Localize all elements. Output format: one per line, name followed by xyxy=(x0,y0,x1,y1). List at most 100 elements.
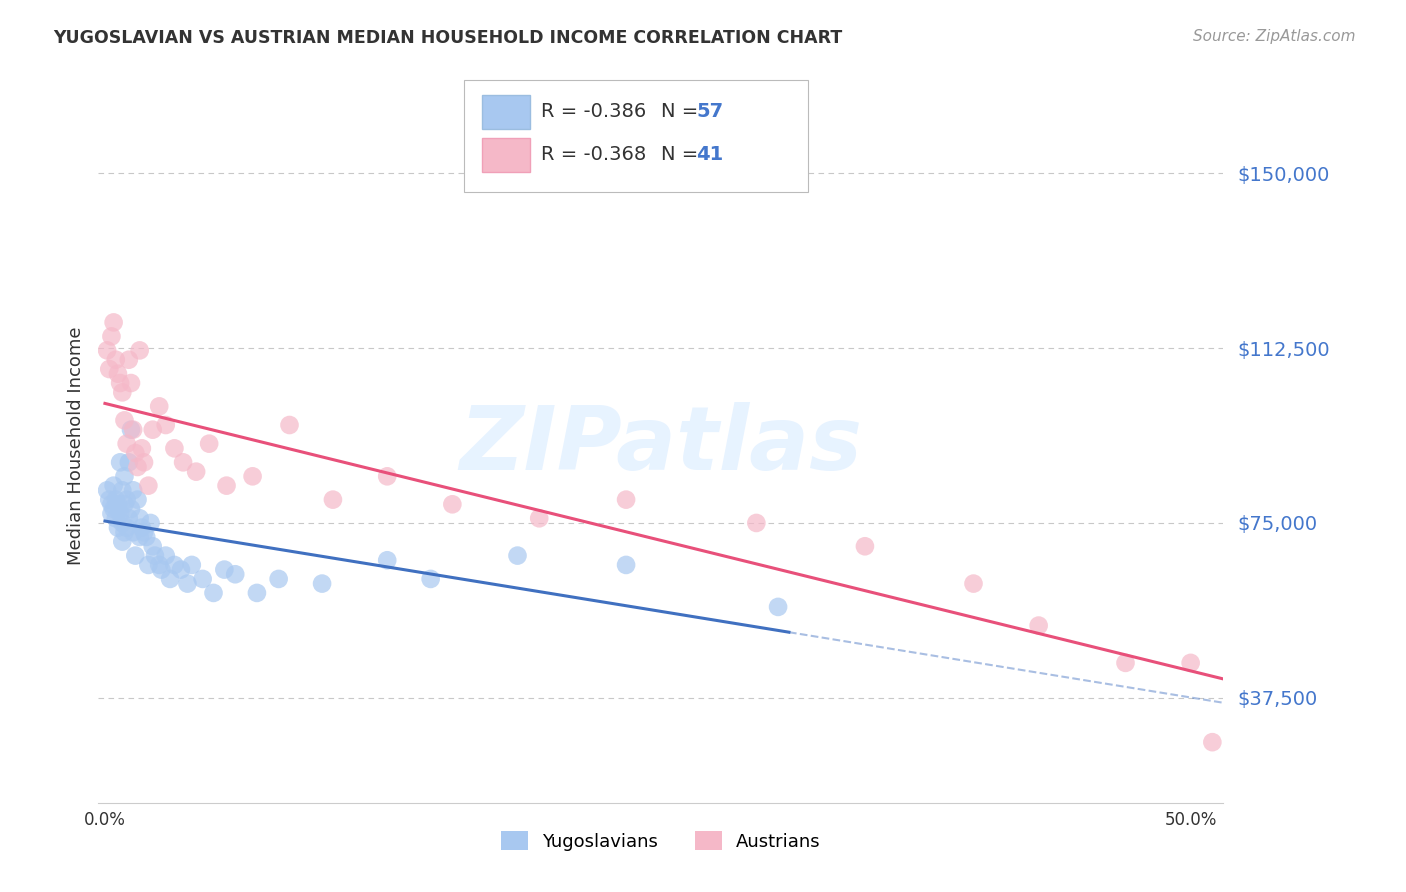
Point xyxy=(120,502,142,516)
Point xyxy=(120,376,142,390)
Point xyxy=(111,483,134,498)
Point xyxy=(139,516,162,530)
Point xyxy=(170,563,193,577)
Text: 41: 41 xyxy=(696,145,723,164)
Point xyxy=(419,572,441,586)
Point xyxy=(163,442,186,456)
Text: 57: 57 xyxy=(696,102,723,121)
Point xyxy=(103,502,125,516)
Point xyxy=(191,572,214,586)
Point xyxy=(103,315,125,329)
Point xyxy=(155,549,177,563)
Text: ZIPatlas: ZIPatlas xyxy=(460,402,862,490)
Point xyxy=(128,343,150,358)
Point xyxy=(614,492,637,507)
Point xyxy=(441,497,464,511)
Point xyxy=(96,343,118,358)
Point xyxy=(118,352,141,367)
Point xyxy=(1180,656,1202,670)
Point xyxy=(111,385,134,400)
Point xyxy=(375,469,398,483)
Point xyxy=(198,436,221,450)
Point xyxy=(529,511,551,525)
Point xyxy=(100,329,122,343)
Point xyxy=(122,525,145,540)
Point xyxy=(120,423,142,437)
Point xyxy=(114,469,136,483)
Point xyxy=(104,511,127,525)
Point xyxy=(131,521,153,535)
Point xyxy=(103,478,125,492)
Point xyxy=(745,516,768,530)
Text: N =: N = xyxy=(661,102,704,121)
Point xyxy=(114,413,136,427)
Point xyxy=(114,525,136,540)
Point xyxy=(311,576,333,591)
Point xyxy=(108,455,131,469)
Point xyxy=(115,492,138,507)
Point xyxy=(104,352,127,367)
Point xyxy=(128,530,150,544)
Point xyxy=(122,423,145,437)
Point xyxy=(142,539,165,553)
Point xyxy=(184,465,207,479)
Point xyxy=(148,558,170,572)
Point xyxy=(180,558,202,572)
Point xyxy=(246,586,269,600)
Point xyxy=(278,417,301,432)
Point xyxy=(104,492,127,507)
Point xyxy=(506,549,529,563)
Point xyxy=(1201,735,1223,749)
Point xyxy=(142,423,165,437)
Point xyxy=(98,492,121,507)
Point xyxy=(148,400,170,414)
Point xyxy=(143,549,166,563)
Point xyxy=(124,549,146,563)
Text: Source: ZipAtlas.com: Source: ZipAtlas.com xyxy=(1192,29,1355,44)
Point xyxy=(853,539,876,553)
Y-axis label: Median Household Income: Median Household Income xyxy=(66,326,84,566)
Text: N =: N = xyxy=(661,145,704,164)
Text: R = -0.368: R = -0.368 xyxy=(541,145,647,164)
Point xyxy=(100,507,122,521)
Point xyxy=(128,511,150,525)
Point xyxy=(322,492,344,507)
Point xyxy=(375,553,398,567)
Point xyxy=(614,558,637,572)
Point xyxy=(118,511,141,525)
Point xyxy=(124,446,146,460)
Point xyxy=(98,362,121,376)
Point xyxy=(242,469,264,483)
Point xyxy=(132,525,155,540)
Point xyxy=(111,516,134,530)
Point xyxy=(118,455,141,469)
Point xyxy=(138,478,160,492)
Point xyxy=(215,478,238,492)
Point xyxy=(267,572,290,586)
Point xyxy=(132,455,155,469)
Point xyxy=(1115,656,1137,670)
Point xyxy=(107,367,129,381)
Point xyxy=(127,492,149,507)
Point xyxy=(150,563,173,577)
Point xyxy=(224,567,246,582)
Point xyxy=(163,558,186,572)
Point xyxy=(766,599,789,614)
Point xyxy=(127,460,149,475)
Point xyxy=(115,521,138,535)
Point xyxy=(202,586,225,600)
Point xyxy=(135,530,157,544)
Point xyxy=(214,563,236,577)
Point xyxy=(115,436,138,450)
Point xyxy=(962,576,984,591)
Point xyxy=(111,534,134,549)
Point xyxy=(176,576,198,591)
Point xyxy=(107,497,129,511)
Point xyxy=(138,558,160,572)
Point xyxy=(159,572,181,586)
Point xyxy=(1028,618,1050,632)
Point xyxy=(114,497,136,511)
Text: R = -0.386: R = -0.386 xyxy=(541,102,647,121)
Point xyxy=(172,455,194,469)
Point xyxy=(155,417,177,432)
